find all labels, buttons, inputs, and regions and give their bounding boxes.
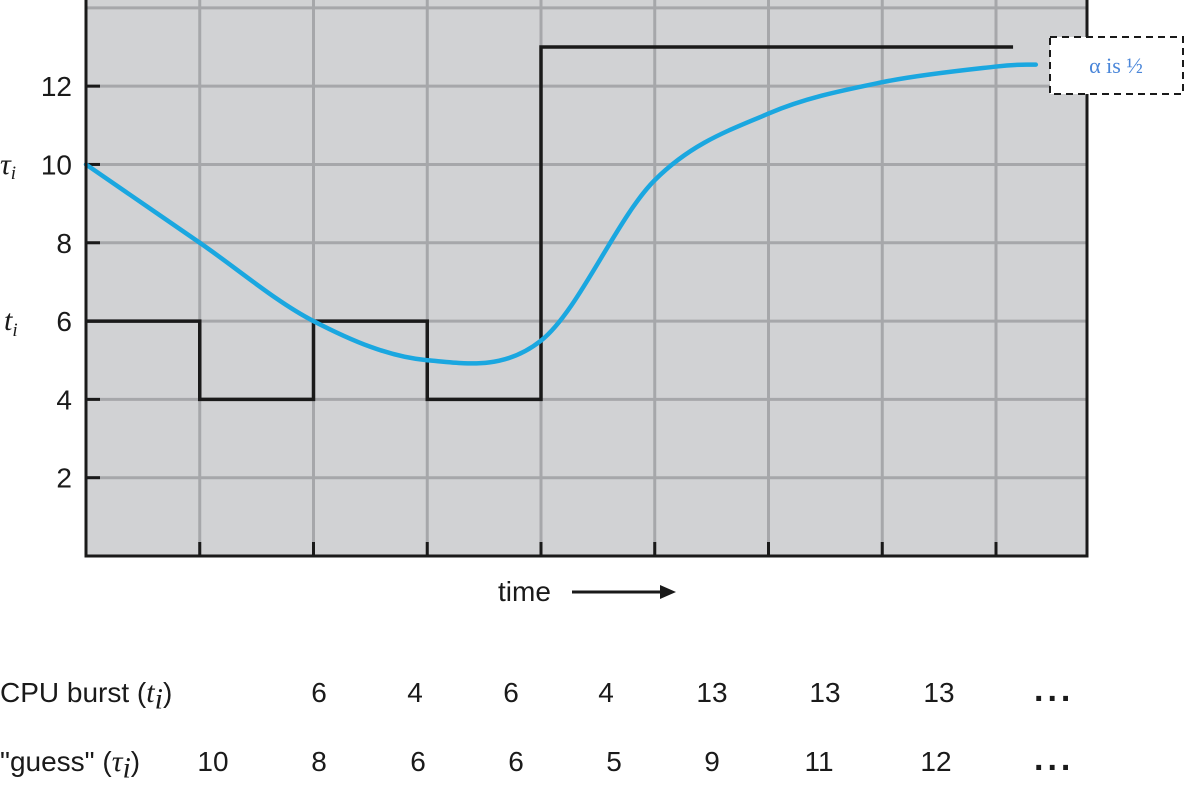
y-tick-label: 2 (56, 463, 72, 494)
cpu-burst-step-line (86, 45, 1014, 402)
table-cell: 4 (598, 677, 614, 708)
x-axis-label: time (498, 576, 551, 607)
y-tick-label: 4 (56, 384, 72, 415)
guess-curve-line (83, 62, 1039, 366)
burst-prediction-chart: 2 4 6 8 10 12 τi ti time α is ½ (0, 0, 1184, 607)
series-layer (83, 45, 1039, 402)
guess-row-label: "guess" (τi) (0, 745, 141, 785)
alpha-annotation: α is ½ (1049, 36, 1184, 95)
t-i-axis-symbol: ti (4, 304, 18, 341)
time-arrow-icon (572, 585, 676, 599)
table-cell: 13 (923, 677, 955, 708)
table-cell: 6 (508, 746, 524, 777)
y-tick-label: 12 (41, 71, 72, 102)
table-cell: 4 (407, 677, 423, 708)
table-cell: 8 (311, 746, 327, 777)
y-tick-label: 6 (56, 306, 72, 337)
x-axis-ticks (198, 542, 998, 556)
y-tick-labels: 2 4 6 8 10 12 (41, 71, 100, 494)
cpu-burst-row-label: CPU burst (ti) (0, 676, 173, 716)
table-cell: 13 (696, 677, 728, 708)
y-tick-label: 8 (56, 228, 72, 259)
ellipsis: ... (1034, 740, 1075, 778)
table-cell: 9 (704, 746, 720, 777)
y-tick-label: 10 (41, 149, 72, 180)
table-cell: 12 (920, 746, 952, 777)
table-cell: 11 (804, 746, 834, 777)
table-cell: 6 (311, 677, 327, 708)
grid-lines (86, 0, 1087, 556)
table-cell: 10 (197, 746, 229, 777)
table-cell: 5 (606, 746, 622, 777)
table-cell: 6 (503, 677, 519, 708)
plot-frame (84, 0, 1089, 558)
ellipsis: ... (1034, 671, 1075, 709)
table-cell: 13 (809, 677, 841, 708)
table-cell: 6 (410, 746, 426, 777)
alpha-annotation-text: α is ½ (1089, 53, 1143, 78)
tau-i-axis-symbol: τi (0, 148, 16, 184)
